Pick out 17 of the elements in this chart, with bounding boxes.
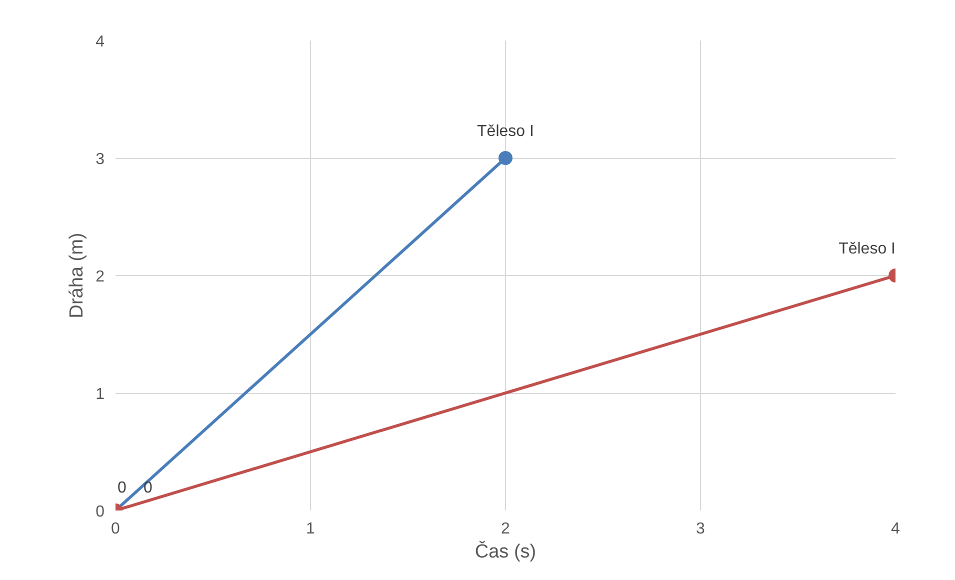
y-tick-label: 0 [96,504,105,520]
y-axis-title: Dráha (m) [66,232,88,318]
y-tick-label: 3 [96,151,105,168]
y-tick-label: 4 [96,34,105,50]
y-tick-label: 1 [96,386,105,403]
data-label: 0 [118,480,126,496]
x-tick-label: 1 [306,520,316,538]
point [498,151,512,165]
x-tick-label: 0 [111,520,120,538]
x-tick-label: 3 [696,520,706,538]
x-axis-title: Čas (s) [474,540,536,562]
y-tick-label: 2 [96,268,105,286]
data-label: Těleso I [838,240,896,258]
data-label: 0 [144,480,152,496]
data-label: Těleso I [477,123,534,140]
x-tick-label: 2 [501,520,510,538]
x-tick-label: 4 [891,520,900,538]
